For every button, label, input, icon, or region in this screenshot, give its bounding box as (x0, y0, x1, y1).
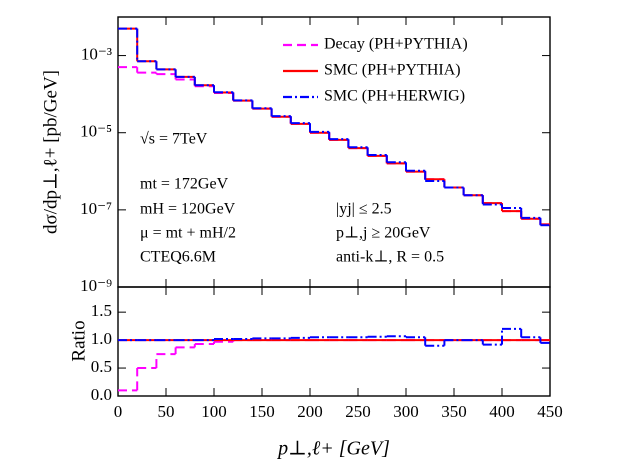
top-panel-frame (117, 16, 551, 288)
annotation: p⊥,j ≥ 20GeV (336, 225, 431, 242)
annotation: mH = 120GeV (140, 201, 236, 218)
y-tick-label: 10⁻⁵ (80, 122, 112, 141)
y-axis-label: dσ/dp⊥,ℓ+ [pb/GeV] (40, 70, 61, 234)
x-tick-label: 0 (114, 402, 123, 421)
x-tick-label: 150 (249, 402, 275, 421)
x-tick-label: 300 (393, 402, 419, 421)
ratio-panel-frame (117, 286, 551, 397)
x-tick-label: 400 (489, 402, 515, 421)
annotation: anti-k⊥, R = 0.5 (336, 249, 444, 266)
x-tick-label: 50 (158, 402, 175, 421)
x-tick-label: 100 (201, 402, 227, 421)
annotation: |yj| ≤ 2.5 (336, 201, 392, 218)
x-tick-label: 200 (297, 402, 323, 421)
x-axis-label: p⊥,ℓ+ [GeV] (276, 438, 390, 460)
y-tick-label: 0.0 (91, 385, 112, 404)
ratio-axis-label: Ratio (68, 320, 89, 361)
y-tick-label: 10⁻⁷ (80, 199, 112, 218)
y-tick-label: 1.0 (91, 329, 112, 348)
y-tick-label: 10⁻³ (81, 44, 112, 63)
annotation: mt = 172GeV (140, 176, 229, 193)
annotation: μ = mt + mH/2 (140, 225, 236, 242)
annotation: √s = 7TeV (140, 131, 208, 148)
x-tick-label: 250 (345, 402, 371, 421)
annotation: CTEQ6.6M (140, 249, 216, 266)
legend-label: SMC (PH+PYTHIA) (324, 62, 461, 79)
legend-label: Decay (PH+PYTHIA) (324, 36, 468, 53)
x-tick-label: 350 (441, 402, 467, 421)
legend-label: SMC (PH+HERWIG) (324, 88, 465, 105)
y-tick-label: 0.5 (91, 357, 112, 376)
y-tick-label: 1.5 (91, 301, 112, 320)
x-tick-label: 450 (537, 402, 563, 421)
y-tick-label: 10⁻⁹ (80, 276, 112, 295)
